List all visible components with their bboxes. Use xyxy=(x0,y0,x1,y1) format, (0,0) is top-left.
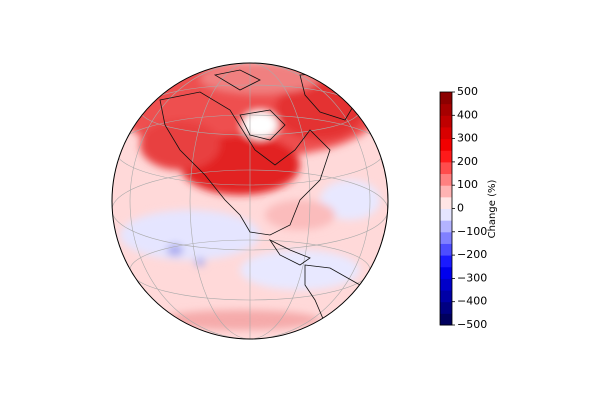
colorbar-band xyxy=(440,243,452,256)
colorbar-band xyxy=(440,301,452,314)
colorbar-band xyxy=(440,115,452,128)
colorbar-band xyxy=(440,103,452,116)
colorbar-tick-label: 200 xyxy=(457,155,478,168)
colorbar-tick-label: −300 xyxy=(457,271,487,284)
colorbar-tick-label: 400 xyxy=(457,108,478,121)
colorbar-band xyxy=(440,208,452,221)
colorbar-band xyxy=(440,255,452,268)
colorbar-band xyxy=(440,173,452,186)
colorbar-tick-label: −400 xyxy=(457,295,487,308)
colorbar-band xyxy=(440,138,452,151)
colorbar-tick-label: 100 xyxy=(457,178,478,191)
colorbar-band xyxy=(440,266,452,279)
colorbar-tick-label: −200 xyxy=(457,248,487,261)
colorbar-band xyxy=(440,161,452,175)
colorbar-tick-label: 500 xyxy=(457,85,478,98)
colorbar-tick-label: −100 xyxy=(457,225,487,238)
colorbar-tick-label: 0 xyxy=(457,202,464,215)
colorbar-band xyxy=(440,290,452,303)
colorbar-label: Change (%) xyxy=(487,180,498,239)
colorbar-band xyxy=(440,92,452,105)
colorbar-band xyxy=(440,196,452,209)
colorbar-band xyxy=(440,313,452,326)
globe xyxy=(112,63,388,339)
colorbar-band xyxy=(440,185,452,198)
colorbar-tick-label: −500 xyxy=(457,318,487,331)
colorbar: −500 −400 −300 −200 −100 0 100 200 300 400 500 xyxy=(439,85,487,331)
colorbar-band xyxy=(440,150,452,163)
colorbar-band xyxy=(440,126,452,140)
colorbar-band xyxy=(440,220,452,233)
globe-outline xyxy=(111,62,389,340)
anomaly-field xyxy=(120,63,380,330)
colorbar-band xyxy=(440,278,452,291)
colorbar-band xyxy=(440,231,452,244)
colorbar-tick-label: 300 xyxy=(457,132,478,145)
